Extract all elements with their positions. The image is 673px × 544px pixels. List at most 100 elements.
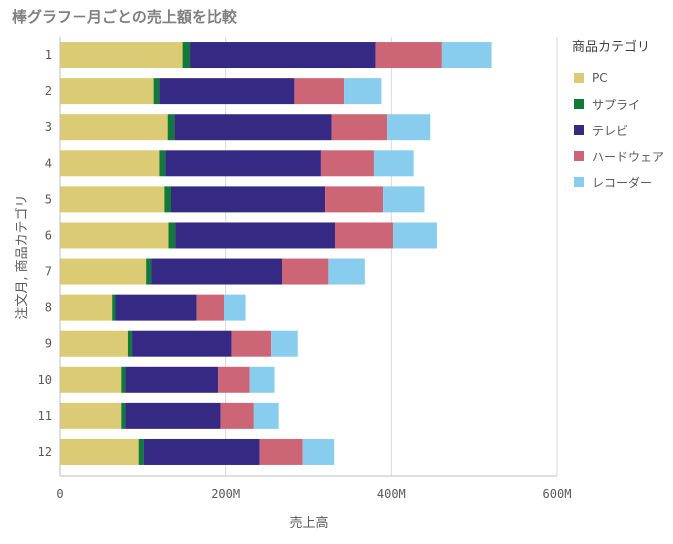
legend-swatch	[574, 73, 584, 83]
bar-segment[interactable]	[259, 438, 303, 465]
y-tick-label: 8	[45, 301, 52, 315]
x-tick-label: 200M	[211, 487, 240, 501]
bar-segment[interactable]	[175, 222, 336, 249]
bar-segment[interactable]	[60, 42, 183, 69]
bar-segment[interactable]	[60, 150, 160, 177]
y-tick-label: 1	[45, 48, 52, 62]
chart-title: 棒グラフ－月ごとの売上額を比較	[12, 8, 237, 26]
bar-segment[interactable]	[302, 438, 335, 465]
bar-segment[interactable]	[328, 258, 365, 285]
bar-segment[interactable]	[441, 42, 492, 69]
bar-segment[interactable]	[127, 330, 133, 357]
bar-segment[interactable]	[344, 78, 382, 105]
legend-swatch	[574, 125, 584, 135]
bar-segment[interactable]	[182, 42, 191, 69]
bar-segment[interactable]	[325, 186, 384, 213]
y-tick-label: 4	[45, 156, 52, 170]
bar-segment[interactable]	[387, 114, 431, 141]
y-tick-label: 11	[38, 409, 52, 423]
bar-segment[interactable]	[60, 330, 128, 357]
y-tick-label: 9	[45, 337, 52, 351]
legend-swatch	[574, 99, 584, 109]
bar-segment[interactable]	[168, 222, 176, 249]
bar-segment[interactable]	[383, 186, 425, 213]
bar-segment[interactable]	[112, 294, 116, 321]
bar-segment[interactable]	[331, 114, 388, 141]
legend-item[interactable]: ハードウェア	[572, 143, 664, 169]
bar-segment[interactable]	[167, 114, 175, 141]
bar-segment[interactable]	[375, 42, 442, 69]
bar-segment[interactable]	[224, 294, 246, 321]
bar-segment[interactable]	[392, 222, 437, 249]
bar-segment[interactable]	[164, 186, 171, 213]
bar-segment[interactable]	[231, 330, 272, 357]
legend-swatch	[574, 177, 584, 187]
bar-segment[interactable]	[335, 222, 393, 249]
bar-segment[interactable]	[218, 366, 250, 393]
legend-label: PC	[592, 71, 608, 85]
bar-segment[interactable]	[165, 150, 321, 177]
bar-segment[interactable]	[151, 258, 282, 285]
legend-swatch	[574, 151, 584, 161]
bar-segment[interactable]	[121, 402, 126, 429]
bar-segment[interactable]	[253, 402, 279, 429]
bar-segment[interactable]	[60, 438, 139, 465]
bar-segment[interactable]	[115, 294, 197, 321]
bar-segment[interactable]	[143, 438, 260, 465]
legend-label: テレビ	[592, 123, 629, 138]
y-tick-label: 12	[38, 445, 52, 459]
y-tick-label: 3	[45, 120, 52, 134]
legend-label: レコーダー	[592, 175, 653, 190]
y-tick-label: 10	[38, 373, 52, 387]
bar-segment[interactable]	[146, 258, 152, 285]
x-tick-label: 600M	[543, 487, 572, 501]
x-tick-label: 0	[56, 487, 63, 501]
legend-item[interactable]: レコーダー	[572, 169, 664, 195]
x-axis-title: 売上高	[289, 515, 328, 531]
bar-segment[interactable]	[60, 366, 122, 393]
bar-segment[interactable]	[60, 114, 168, 141]
legend-item[interactable]: サプライ	[572, 91, 664, 117]
bar-stacks	[60, 42, 492, 465]
legend: 商品カテゴリ PC サプライテレビハードウェア レコーダー	[572, 36, 664, 195]
legend-item[interactable]: テレビ	[572, 117, 664, 143]
legend-item[interactable]: PC	[572, 65, 664, 91]
bar-segment[interactable]	[196, 294, 225, 321]
legend-label: ハードウェア	[592, 149, 665, 164]
bar-segment[interactable]	[373, 150, 414, 177]
bar-segment[interactable]	[60, 402, 122, 429]
y-tick-label: 5	[45, 192, 52, 206]
bar-segment[interactable]	[159, 150, 166, 177]
bar-segment[interactable]	[170, 186, 326, 213]
y-tick-label: 6	[45, 228, 52, 242]
bar-segment[interactable]	[153, 78, 160, 105]
bar-segment[interactable]	[190, 42, 376, 69]
x-tick-label: 400M	[377, 487, 406, 501]
y-tick-label: 2	[45, 84, 52, 98]
bar-segment[interactable]	[281, 258, 329, 285]
bar-segment[interactable]	[60, 186, 165, 213]
bar-segment[interactable]	[60, 294, 113, 321]
bar-segment[interactable]	[271, 330, 298, 357]
bar-segment[interactable]	[320, 150, 374, 177]
bar-segment[interactable]	[60, 222, 169, 249]
y-axis-title: 注文月, 商品カテゴリ	[14, 194, 30, 319]
bar-segment[interactable]	[138, 438, 144, 465]
bar-segment[interactable]	[159, 78, 295, 105]
bar-segment[interactable]	[294, 78, 345, 105]
bar-segment[interactable]	[249, 366, 275, 393]
bar-segment[interactable]	[220, 402, 254, 429]
bar-segment[interactable]	[60, 258, 147, 285]
legend-title: 商品カテゴリ	[572, 40, 651, 55]
bar-segment[interactable]	[125, 402, 221, 429]
y-tick-label: 7	[45, 265, 52, 279]
bar-segment[interactable]	[125, 366, 219, 393]
bar-segment[interactable]	[132, 330, 232, 357]
bar-segment[interactable]	[121, 366, 126, 393]
legend-items: PC サプライテレビハードウェア レコーダー	[572, 65, 664, 195]
bar-segment[interactable]	[174, 114, 332, 141]
bar-segment[interactable]	[60, 78, 154, 105]
legend-label: サプライ	[592, 97, 641, 112]
